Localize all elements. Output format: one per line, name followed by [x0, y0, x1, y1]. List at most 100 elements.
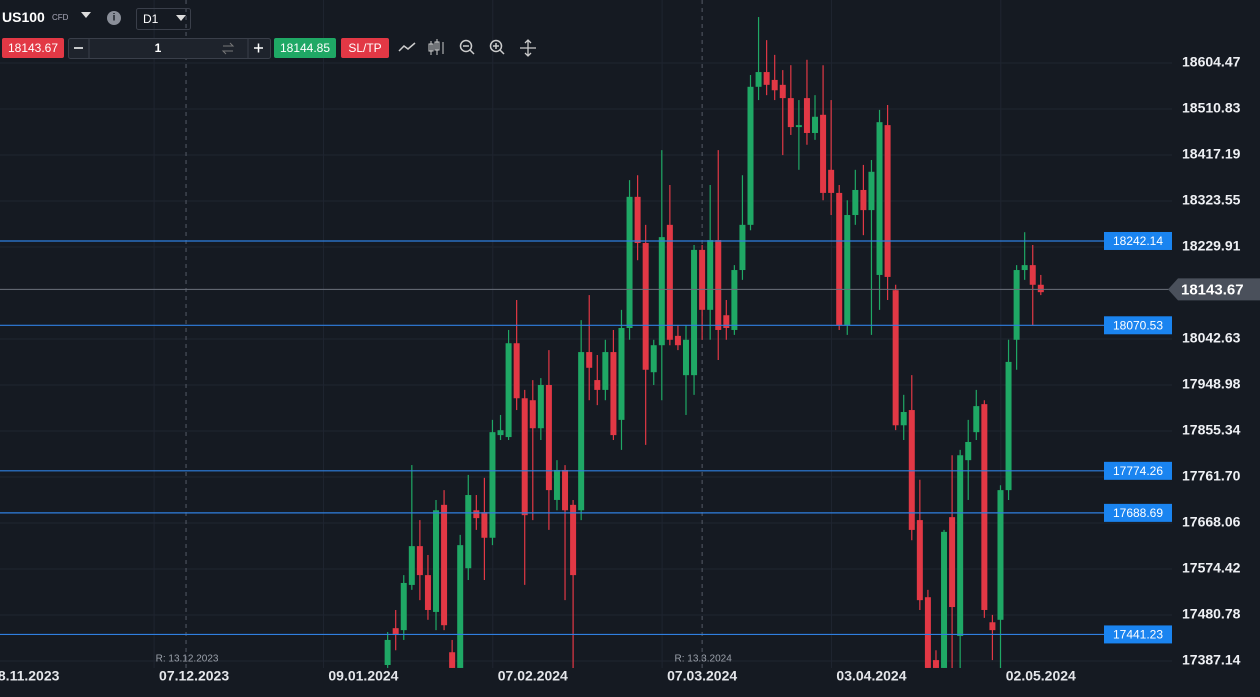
candle-body [674, 335, 681, 346]
y-tick-label: 17948.98 [1182, 376, 1241, 392]
candle-body [852, 189, 859, 216]
current-price-box [1168, 278, 1260, 301]
candle-body [836, 192, 843, 326]
candle-body [884, 125, 891, 277]
grid [0, 0, 1172, 668]
level-label: 17441.23 [1113, 628, 1163, 642]
candle-body [513, 343, 520, 399]
y-tick-label: 18042.63 [1182, 330, 1241, 346]
plot-area [0, 17, 1172, 668]
candle-body [489, 432, 496, 538]
candle-body [529, 400, 536, 429]
candle-body [642, 243, 649, 370]
level-label: 17774.26 [1113, 464, 1163, 478]
y-tick-label: 18417.19 [1182, 146, 1241, 162]
candle-body [699, 249, 706, 310]
candle-body [932, 660, 939, 668]
candle-body [763, 72, 770, 85]
candle-body [924, 597, 931, 668]
current-price-label: 18143.67 [1181, 281, 1244, 298]
candle-body [626, 196, 633, 329]
candle-body [941, 531, 948, 668]
candle-body [682, 339, 689, 376]
candle-body [747, 86, 754, 225]
candle-body [618, 328, 625, 420]
candle-body [433, 510, 440, 612]
candle-body [916, 520, 923, 601]
candle-body [957, 455, 964, 637]
candle-body [465, 495, 472, 569]
candle-body [400, 582, 407, 631]
level-label: 18242.14 [1113, 234, 1163, 248]
candle-body [473, 510, 480, 519]
y-tick-label: 17480.78 [1182, 606, 1241, 622]
candle-body [828, 169, 835, 193]
y-tick-label: 18323.55 [1182, 192, 1241, 208]
x-tick-label: 07.12.2023 [159, 668, 229, 684]
candle-body [771, 79, 778, 91]
candle-body [755, 72, 762, 87]
candle-body [892, 290, 899, 426]
x-tick-label: 07.02.2024 [498, 668, 568, 684]
y-tick-label: 18510.83 [1182, 100, 1241, 116]
candle-body [634, 196, 641, 244]
level-label-box [1104, 625, 1172, 644]
x-tick-label: 09.01.2024 [328, 668, 398, 684]
candle-body [666, 224, 673, 340]
candle-body [457, 545, 464, 668]
candle-body [1029, 265, 1036, 285]
candle-body [416, 546, 423, 576]
candle-body [1021, 265, 1028, 271]
buy-button[interactable]: 18144.85 [274, 38, 336, 58]
candle-body [392, 628, 399, 636]
y-tick-label: 18229.91 [1182, 238, 1241, 254]
candle-body [521, 398, 528, 516]
candle-body [900, 412, 907, 426]
level-label-box [1104, 503, 1172, 522]
candle-body [1005, 361, 1012, 491]
level-label-box [1104, 316, 1172, 335]
candle-body [562, 469, 569, 511]
candle-body [795, 125, 802, 128]
candle-body [578, 352, 585, 511]
candle-body [868, 171, 875, 211]
candle-body [779, 84, 786, 99]
marker-label: R: 13.12.2023 [156, 654, 219, 665]
candle-body [820, 114, 827, 193]
candle-body [408, 546, 415, 585]
candle-body [739, 224, 746, 271]
quantity[interactable]: 1 [154, 41, 162, 55]
candle-body [553, 469, 560, 500]
candle-body [860, 189, 867, 211]
candle-body [973, 406, 980, 433]
candle-body [997, 490, 1004, 620]
candle-body [449, 652, 456, 668]
candle-body [844, 215, 851, 326]
candle-body [989, 622, 996, 631]
candle-body [481, 512, 488, 538]
y-tick-label: 17668.06 [1182, 514, 1241, 530]
candle-body [949, 517, 956, 608]
candle-body [1013, 270, 1020, 340]
timeframe[interactable]: D1 [143, 12, 159, 26]
candle-body [658, 237, 665, 346]
candle-body [731, 270, 738, 330]
candle-body [787, 98, 794, 128]
candle-body [965, 441, 972, 461]
y-tick-label: 17574.42 [1182, 560, 1241, 576]
x-tick-label: 08.11.2023 [0, 668, 60, 684]
candle-body [497, 430, 504, 436]
level-label: 18070.53 [1113, 318, 1163, 332]
candle-body [908, 410, 915, 530]
candle-body [537, 384, 544, 429]
level-label-box [1104, 231, 1172, 250]
y-tick-label: 17387.14 [1182, 652, 1241, 668]
symbol-kind: CFD [52, 13, 69, 22]
candle-body [545, 384, 552, 491]
symbol[interactable]: US100 [2, 9, 45, 25]
sell-button[interactable]: 18143.67 [2, 38, 64, 58]
candle-body [650, 345, 657, 373]
sltp-button[interactable]: SL/TP [341, 38, 389, 58]
candle-body [981, 404, 988, 610]
candle-body [803, 98, 810, 133]
